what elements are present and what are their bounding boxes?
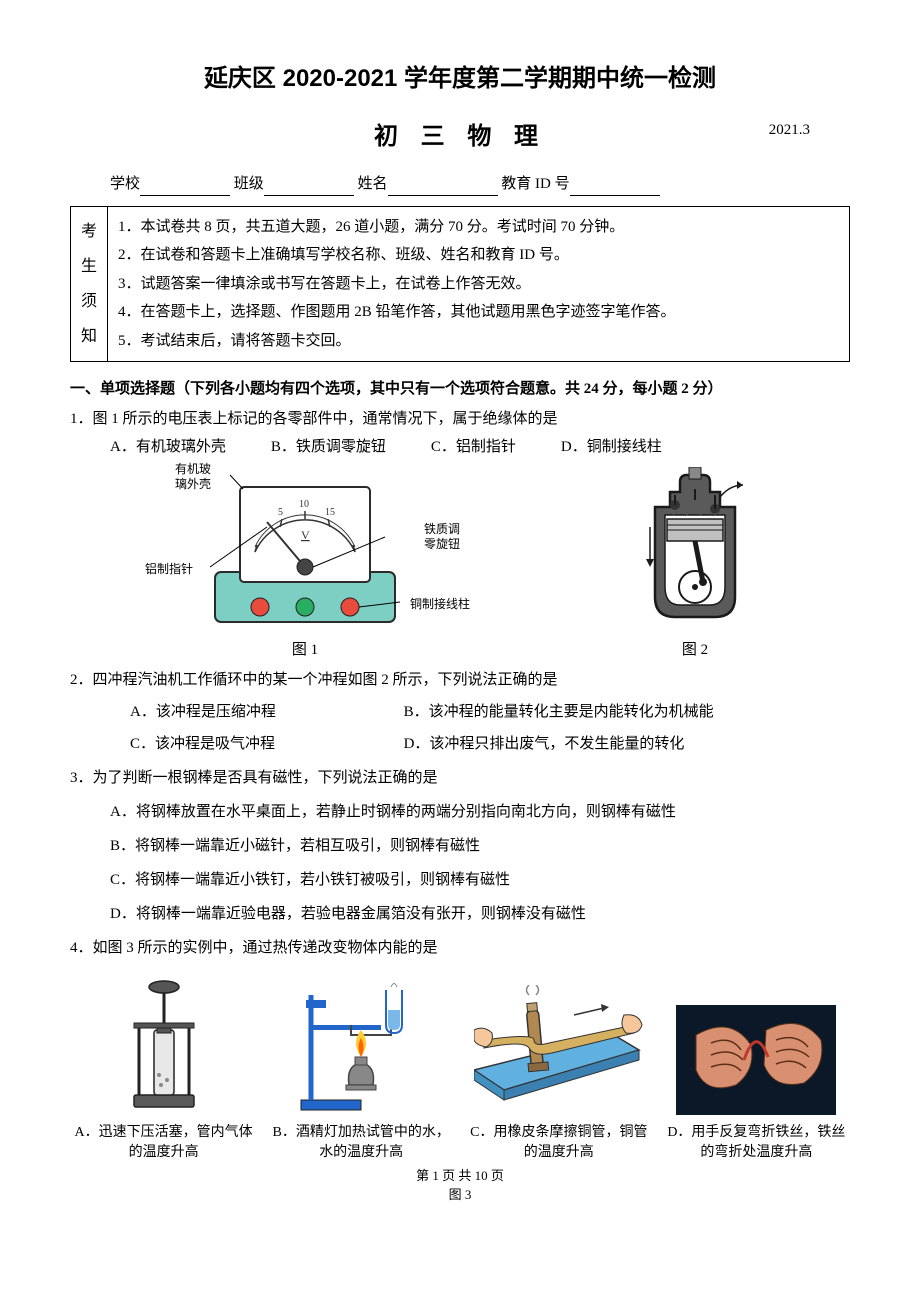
- fig2-caption: 图 2: [625, 638, 765, 662]
- q2-opt-a: A．该冲程是压缩冲程: [130, 700, 404, 724]
- label-school: 学校: [110, 176, 140, 192]
- blank-class: [264, 178, 354, 196]
- q2-opt-b: B．该冲程的能量转化主要是内能转化为机械能: [404, 700, 850, 724]
- figure-2-engine: 图 2: [625, 467, 765, 662]
- q4-caption-c: C．用橡皮条摩擦铜管，铜管的温度升高: [465, 1123, 652, 1162]
- q1-opt-d: D．铜制接线柱: [561, 435, 662, 459]
- q2-stem: 2．四冲程汽油机工作循环中的某一个冲程如图 2 所示，下列说法正确的是: [70, 668, 850, 692]
- blank-eduid: [570, 178, 660, 196]
- q4-caption-b: B．酒精灯加热试管中的水，水的温度升高: [268, 1123, 455, 1162]
- label-eduid: 教育 ID 号: [501, 176, 569, 192]
- q3-opt-b: B．将钢棒一端靠近小磁针，若相互吸引，则钢棒有磁性: [110, 834, 850, 858]
- q1-opt-b: B．铁质调零旋钮: [271, 435, 386, 459]
- voltmeter-svg: 5 10 15 V: [185, 467, 425, 632]
- q3-options: A．将钢棒放置在水平桌面上，若静止时钢棒的两端分别指向南北方向，则钢棒有磁性 B…: [70, 800, 850, 926]
- q3-stem: 3．为了判断一根钢棒是否具有磁性，下列说法正确的是: [70, 766, 850, 790]
- label-class: 班级: [234, 176, 264, 192]
- blank-school: [140, 178, 230, 196]
- alcohol-lamp-icon: [291, 975, 431, 1115]
- notice-item: 2．在试卷和答题卡上准确填写学校名称、班级、姓名和教育 ID 号。: [118, 241, 839, 270]
- fig1-caption: 图 1: [155, 638, 455, 662]
- section-1-title: 一、单项选择题（下列各小题均有四个选项，其中只有一个选项符合题意。共 24 分，…: [70, 377, 850, 401]
- student-info-line: 学校 班级 姓名 教育 ID 号: [70, 172, 850, 196]
- q1-figures: 有机玻璃外壳 铁质调零旋钮 铝制指针 铜制接线柱 5 10 15 V: [70, 467, 850, 662]
- q2-opt-d: D．该冲程只排出废气，不发生能量的转化: [404, 732, 850, 756]
- q1-opt-a: A．有机玻璃外壳: [110, 435, 226, 459]
- fig3-label: 图 3: [70, 1185, 850, 1206]
- page-subtitle: 初 三 物 理: [374, 118, 546, 156]
- exam-date: 2021.3: [769, 118, 810, 142]
- label-pointer: 铝制指针: [145, 562, 193, 576]
- blank-name: [388, 178, 498, 196]
- q1-opt-c: C．铝制指针: [431, 435, 516, 459]
- q2-options: A．该冲程是压缩冲程 B．该冲程的能量转化主要是内能转化为机械能 C．该冲程是吸…: [70, 696, 850, 760]
- q3-opt-d: D．将钢棒一端靠近验电器，若验电器金属箔没有张开，则钢棒没有磁性: [110, 902, 850, 926]
- notice-item: 4．在答题卡上，选择题、作图题用 2B 铅笔作答，其他试题用黑色字迹签字笔作答。: [118, 298, 839, 327]
- q2-opt-c: C．该冲程是吸气冲程: [130, 732, 404, 756]
- label-knob: 铁质调零旋钮: [424, 522, 460, 551]
- svg-text:5: 5: [278, 507, 283, 518]
- label-name: 姓名: [358, 176, 388, 192]
- q4-fig-c: C．用橡皮条摩擦铜管，铜管的温度升高: [465, 985, 652, 1162]
- q3-opt-c: C．将钢棒一端靠近小铁钉，若小铁钉被吸引，则钢棒有磁性: [110, 868, 850, 892]
- q1-stem: 1．图 1 所示的电压表上标记的各零部件中，通常情况下，属于绝缘体的是: [70, 407, 850, 431]
- engine-svg: [625, 467, 765, 632]
- notice-item: 1．本试卷共 8 页，共五道大题，26 道小题，满分 70 分。考试时间 70 …: [118, 213, 839, 242]
- notice-item: 3．试题答案一律填涂或书写在答题卡上，在试卷上作答无效。: [118, 270, 839, 299]
- label-terminal: 铜制接线柱: [410, 597, 470, 611]
- q3-opt-a: A．将钢棒放置在水平桌面上，若静止时钢棒的两端分别指向南北方向，则钢棒有磁性: [110, 800, 850, 824]
- piston-compress-icon: [109, 975, 219, 1115]
- notice-table: 考生须知 1．本试卷共 8 页，共五道大题，26 道小题，满分 70 分。考试时…: [70, 206, 850, 363]
- footer-text: 第 1 页 共 10 页: [416, 1168, 504, 1183]
- q4-fig-a: A．迅速下压活塞，管内气体的温度升高: [70, 975, 257, 1162]
- svg-text:15: 15: [325, 507, 335, 518]
- q4-caption-d: D．用手反复弯折铁丝，铁丝的弯折处温度升高: [663, 1123, 850, 1162]
- q4-figures: A．迅速下压活塞，管内气体的温度升高 B．酒精灯加热试管中的水，水的温度升高: [70, 975, 850, 1162]
- subtitle-row: 初 三 物 理 2021.3: [70, 118, 850, 156]
- notice-left-cell: 考生须知: [71, 206, 108, 362]
- notice-item: 5．考试结束后，请将答题卡交回。: [118, 327, 839, 356]
- q4-fig-d: D．用手反复弯折铁丝，铁丝的弯折处温度升高: [663, 1005, 850, 1162]
- rubber-friction-icon: [474, 985, 644, 1115]
- notice-right-cell: 1．本试卷共 8 页，共五道大题，26 道小题，满分 70 分。考试时间 70 …: [108, 206, 850, 362]
- svg-text:10: 10: [299, 499, 309, 510]
- page-footer: 第 1 页 共 10 页 图 3: [70, 1166, 850, 1206]
- q4-stem: 4．如图 3 所示的实例中，通过热传递改变物体内能的是: [70, 936, 850, 960]
- page-title: 延庆区 2020-2021 学年度第二学期期中统一检测: [70, 60, 850, 98]
- svg-text:V: V: [301, 528, 310, 542]
- bend-wire-icon: [676, 1005, 836, 1115]
- figure-1-voltmeter: 有机玻璃外壳 铁质调零旋钮 铝制指针 铜制接线柱 5 10 15 V: [155, 467, 455, 662]
- q4-fig-b: B．酒精灯加热试管中的水，水的温度升高: [268, 975, 455, 1162]
- q4-caption-a: A．迅速下压活塞，管内气体的温度升高: [70, 1123, 257, 1162]
- q1-options: A．有机玻璃外壳 B．铁质调零旋钮 C．铝制指针 D．铜制接线柱: [70, 435, 850, 459]
- label-shell: 有机玻璃外壳: [175, 462, 211, 491]
